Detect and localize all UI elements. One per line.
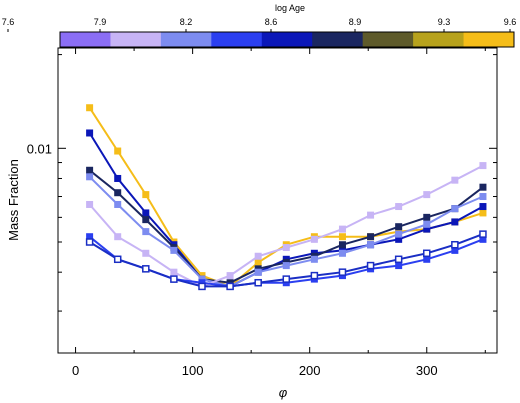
data-point	[395, 262, 403, 270]
data-point	[310, 235, 318, 243]
data-point	[114, 189, 122, 197]
data-point	[142, 249, 150, 257]
data-point	[310, 255, 318, 263]
data-point	[479, 183, 487, 191]
data-point	[142, 228, 150, 236]
colorbar-tick-label: 8.2	[180, 17, 193, 27]
data-point	[114, 233, 122, 241]
plot-frame	[57, 47, 498, 354]
data-point	[226, 272, 234, 280]
x-tick-label: 100	[182, 363, 204, 378]
data-point	[423, 255, 431, 263]
series	[86, 162, 487, 290]
colorbar	[7, 29, 515, 48]
data-point	[142, 209, 150, 217]
data-point	[395, 230, 403, 238]
data-point	[254, 268, 262, 276]
x-tick-labels: 0 100 200 300	[72, 363, 438, 378]
data-point	[310, 271, 319, 280]
data-point	[114, 174, 122, 182]
colorbar-segment	[211, 32, 263, 47]
data-point	[367, 211, 375, 219]
x-tick-label: 200	[299, 363, 321, 378]
data-point	[86, 104, 94, 112]
data-point	[479, 230, 487, 238]
data-point	[366, 261, 375, 270]
data-point	[367, 233, 375, 241]
data-point	[198, 282, 206, 291]
data-point	[338, 233, 346, 241]
data-point	[86, 129, 94, 137]
data-point	[282, 244, 290, 252]
data-point	[86, 200, 94, 208]
colorbar-segment	[463, 32, 515, 47]
data-point	[338, 225, 346, 233]
data-point	[338, 268, 347, 276]
data-point	[451, 218, 459, 226]
data-point	[113, 255, 122, 264]
data-point	[338, 249, 346, 257]
data-point	[170, 268, 178, 276]
data-point	[254, 252, 262, 260]
data-point	[423, 213, 431, 221]
data-point	[451, 240, 459, 249]
data-point	[423, 249, 431, 258]
data-point	[367, 241, 375, 249]
colorbar-tick-label: 9.3	[438, 17, 451, 27]
data-point	[479, 209, 487, 217]
y-tick-labels: 0.01	[27, 141, 52, 156]
data-point	[85, 238, 94, 246]
x-axis-label: φ	[279, 385, 288, 400]
data-point	[114, 200, 122, 208]
data-point	[394, 255, 403, 264]
data-point	[254, 258, 262, 266]
colorbar-tick-label: 7.6	[2, 17, 15, 27]
x-tick-label: 300	[416, 363, 438, 378]
colorbar-tick-label: 7.9	[94, 17, 107, 27]
colorbar-segment	[110, 32, 162, 47]
data-point	[142, 265, 150, 273]
data-point	[423, 191, 431, 199]
y-tick-label: 0.01	[27, 141, 52, 156]
data-point	[451, 176, 459, 184]
colorbar-segment	[362, 32, 414, 47]
data-point	[479, 193, 487, 201]
data-point	[282, 262, 290, 270]
data-point	[114, 147, 122, 155]
axis-ticks	[58, 48, 497, 353]
data-point	[451, 205, 459, 213]
data-point	[395, 203, 403, 211]
colorbar-segment	[160, 32, 212, 47]
colorbar-frame	[59, 31, 515, 48]
data-point	[170, 246, 178, 254]
data-point	[479, 162, 487, 170]
data-point	[142, 216, 150, 224]
series	[85, 230, 487, 291]
colorbar-segment	[312, 32, 364, 47]
data-point	[86, 166, 94, 174]
data-point	[479, 203, 487, 211]
series	[86, 173, 487, 290]
colorbar-tick-label: 8.9	[349, 17, 362, 27]
data-point	[423, 220, 431, 228]
colorbar-segment	[413, 32, 465, 47]
colorbar-tick-label: 9.6	[504, 17, 517, 27]
data-point	[170, 275, 178, 283]
data-point	[142, 191, 150, 199]
data-point	[254, 278, 262, 287]
data-point	[395, 223, 403, 231]
data-point	[338, 241, 346, 249]
y-axis-label: Mass Fraction	[6, 159, 21, 241]
colorbar-tick-labels: 7.6 7.9 8.2 8.6 8.9 9.3 9.6	[2, 17, 517, 27]
x-tick-label: 0	[72, 363, 79, 378]
colorbar-segment	[261, 32, 313, 47]
colorbar-segment	[60, 32, 111, 47]
series-layer	[85, 104, 487, 291]
colorbar-tick-label: 8.6	[265, 17, 278, 27]
data-point	[86, 173, 94, 181]
colorbar-title: log Age	[275, 3, 305, 13]
data-point	[226, 282, 234, 291]
data-point	[282, 275, 291, 283]
